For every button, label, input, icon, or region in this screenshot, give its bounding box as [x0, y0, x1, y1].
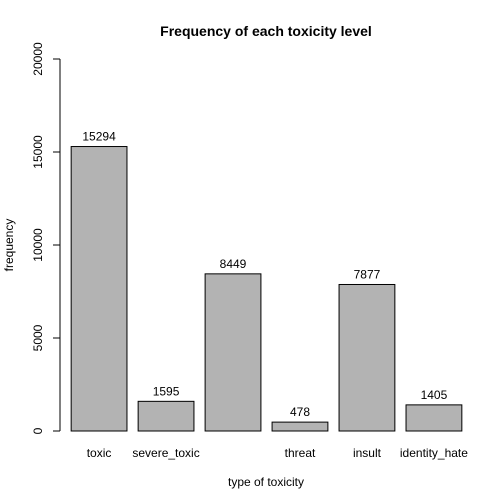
- x-tick-label: threat: [285, 446, 316, 460]
- bars-group: [70, 146, 463, 432]
- bar: [271, 421, 329, 432]
- x-tick-label: toxic: [87, 446, 112, 460]
- y-tick-label: 15000: [31, 135, 45, 169]
- y-tick-label: 0: [31, 427, 45, 434]
- bar: [137, 400, 195, 432]
- y-axis-ticks: 0 5000 10000 15000 20000: [31, 42, 60, 434]
- chart-title: Frequency of each toxicity level: [160, 23, 372, 39]
- y-tick-label: 20000: [31, 42, 45, 76]
- x-tick-labels: toxic severe_toxic threat insult identity_ha…: [87, 446, 469, 460]
- x-tick-label: identity_hate: [400, 446, 468, 460]
- data-labels: 15294 1595 8449 478 7877 1405: [82, 130, 447, 420]
- bar-value-label: 8449: [220, 257, 247, 271]
- x-tick-label: severe_toxic: [132, 446, 199, 460]
- y-tick-label: 5000: [31, 324, 45, 351]
- y-axis-label: frequency: [2, 219, 16, 272]
- bar-value-label: 1595: [153, 384, 180, 398]
- y-tick-label: 10000: [31, 228, 45, 262]
- x-axis-label: type of toxicity: [228, 475, 304, 489]
- bar: [70, 146, 128, 432]
- bar-value-label: 7877: [354, 267, 381, 281]
- bar: [338, 283, 396, 432]
- bar: [204, 273, 262, 432]
- bar: [405, 404, 463, 432]
- bar-value-label: 1405: [421, 388, 448, 402]
- x-tick-label: insult: [353, 446, 382, 460]
- bar-value-label: 15294: [82, 130, 116, 144]
- bar-value-label: 478: [290, 405, 310, 419]
